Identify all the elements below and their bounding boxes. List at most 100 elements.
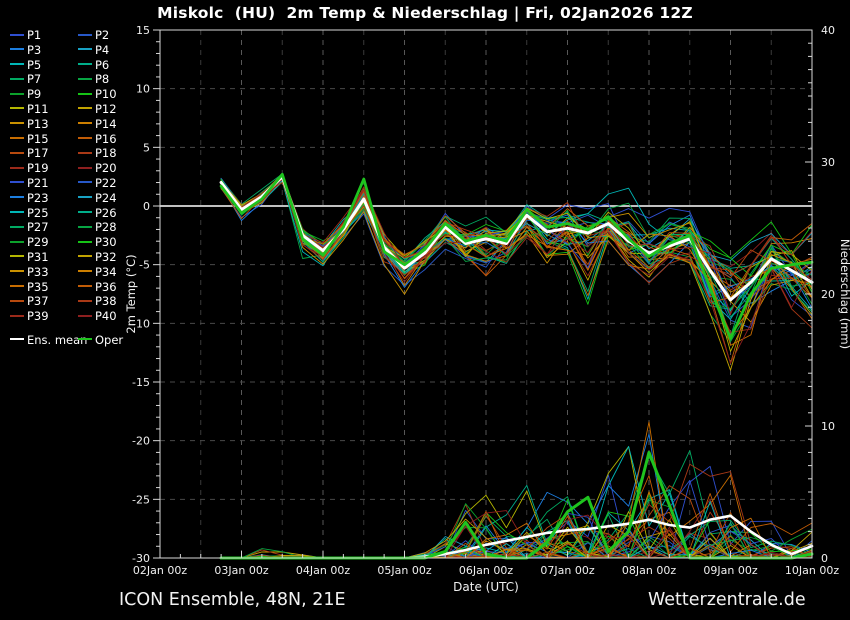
member-precip-line	[220, 446, 813, 559]
legend-label: P12	[95, 101, 117, 116]
legend-swatch	[10, 338, 24, 341]
legend-item-p15: P15	[10, 132, 78, 147]
legend-swatch	[10, 48, 24, 51]
site-credit-label: Wetterzentrale.de	[648, 590, 806, 610]
x-tick-label: 07Jan 00z	[540, 564, 594, 577]
legend-swatch	[10, 33, 24, 36]
y-left-tick-label: 5	[143, 141, 150, 154]
legend-item-p17: P17	[10, 146, 78, 161]
x-tick-label: 10Jan 00z	[785, 564, 839, 577]
legend-item-p30: P30	[78, 235, 123, 250]
legend-item-p4: P4	[78, 43, 123, 58]
legend-label: P40	[95, 309, 117, 324]
legend-label: P25	[27, 205, 49, 220]
oper-temp-line	[219, 172, 814, 341]
legend-label: P22	[95, 175, 117, 190]
y-left-tick-label: 15	[136, 24, 150, 37]
legend-label: P19	[27, 161, 49, 176]
legend-item-p32: P32	[78, 250, 123, 265]
legend-label: P37	[27, 294, 49, 309]
x-tick-label: 05Jan 00z	[377, 564, 431, 577]
legend-item-p5: P5	[10, 58, 78, 73]
legend-swatch	[78, 137, 92, 140]
legend-item-p29: P29	[10, 235, 78, 250]
legend-swatch	[10, 107, 24, 110]
legend-swatch	[78, 255, 92, 258]
legend-item-p35: P35	[10, 280, 78, 295]
legend-item-p6: P6	[78, 58, 123, 73]
member-temp-line	[220, 177, 813, 346]
legend-item-p37: P37	[10, 294, 78, 309]
y-left-tick-label: 10	[136, 83, 150, 96]
legend-item-p22: P22	[78, 176, 123, 191]
legend-swatch	[78, 285, 92, 288]
legend-item-p11: P11	[10, 102, 78, 117]
legend-swatch	[10, 92, 24, 95]
legend-swatch	[10, 285, 24, 288]
legend-label: P28	[95, 220, 117, 235]
legend-item-p14: P14	[78, 117, 123, 132]
member-temp-line	[220, 175, 813, 364]
legend-swatch	[10, 225, 24, 228]
x-tick-label: 06Jan 00z	[459, 564, 513, 577]
legend-swatch	[10, 270, 24, 273]
legend-item-p16: P16	[78, 132, 123, 147]
legend-swatch	[10, 255, 24, 258]
legend-swatch	[78, 77, 92, 80]
model-info-label: ICON Ensemble, 48N, 21E	[119, 590, 346, 610]
legend-swatch	[10, 240, 24, 243]
member-temp-line	[220, 177, 813, 315]
legend-swatch	[10, 122, 24, 125]
x-tick-label: 09Jan 00z	[703, 564, 757, 577]
legend-swatch	[10, 77, 24, 80]
legend-label: P39	[27, 309, 49, 324]
legend-swatch	[78, 63, 92, 66]
legend-item-p1: P1	[10, 28, 78, 43]
legend-swatch	[10, 63, 24, 66]
legend-swatch	[10, 137, 24, 140]
legend-swatch	[78, 314, 92, 317]
legend-item-p23: P23	[10, 191, 78, 206]
member-temp-line	[220, 181, 813, 320]
legend-item-p24: P24	[78, 191, 123, 206]
legend-label: P5	[27, 57, 42, 72]
legend-label: P38	[95, 294, 117, 309]
legend-swatch	[78, 92, 92, 95]
legend-item-p40: P40	[78, 309, 123, 324]
y-left-tick-label: -5	[139, 259, 150, 272]
y-left-tick-label: -30	[132, 552, 150, 565]
member-temp-line	[220, 174, 813, 298]
legend-item-p13: P13	[10, 117, 78, 132]
legend-label: P8	[95, 72, 110, 87]
legend-item-p21: P21	[10, 176, 78, 191]
legend-swatch	[78, 270, 92, 273]
legend-label: P23	[27, 190, 49, 205]
legend-swatch	[10, 181, 24, 184]
y-right-tick-label: 40	[821, 24, 835, 37]
y-right-tick-label: 10	[821, 420, 835, 433]
legend-label: P4	[95, 42, 110, 57]
legend-item-p7: P7	[10, 72, 78, 87]
member-precip-line	[220, 465, 813, 559]
legend-label: P36	[95, 279, 117, 294]
ensemble-legend: P1 P2 P3 P4 P5 P6 P7 P8 P9 P10 P11 P12 P13 P14 P15 P16 P…	[10, 28, 123, 348]
legend-label: P11	[27, 101, 49, 116]
legend-label: P20	[95, 161, 117, 176]
y-right-tick-label: 30	[821, 156, 835, 169]
legend-item-p34: P34	[78, 265, 123, 280]
legend-label: P21	[27, 175, 49, 190]
legend-item-p39: P39	[10, 309, 78, 324]
legend-label: P33	[27, 264, 49, 279]
legend-label: P29	[27, 235, 49, 250]
legend-swatch	[78, 107, 92, 110]
legend-item-p19: P19	[10, 161, 78, 176]
legend-item-p9: P9	[10, 87, 78, 102]
legend-swatch	[78, 211, 92, 214]
legend-swatch	[78, 299, 92, 302]
legend-swatch	[78, 33, 92, 36]
y-axis-right-title: Niederschlag (mm)	[838, 239, 850, 349]
legend-swatch	[10, 211, 24, 214]
legend-item-p28: P28	[78, 220, 123, 235]
legend-item-ens-mean: Ens. mean	[10, 333, 87, 348]
legend-label: P30	[95, 235, 117, 250]
